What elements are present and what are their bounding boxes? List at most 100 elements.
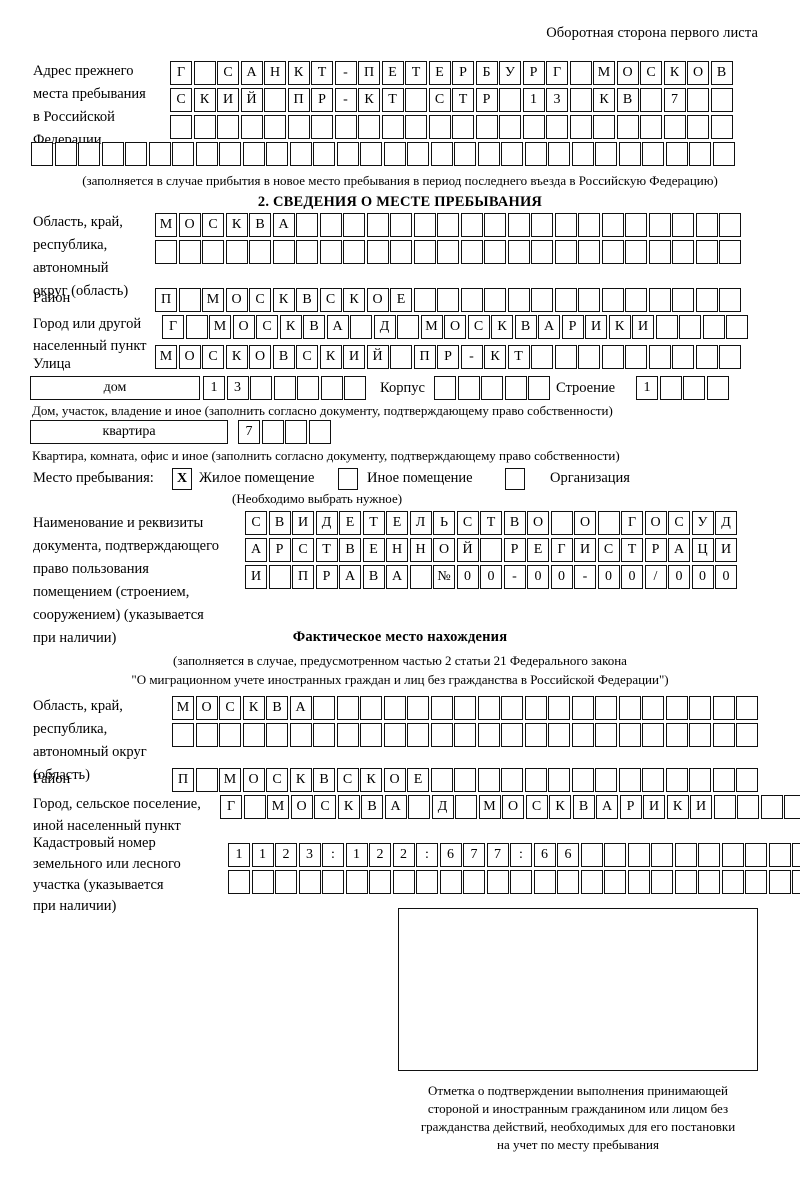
grid-cell[interactable]	[689, 723, 711, 747]
grid-cell[interactable]	[578, 345, 600, 369]
grid-cell[interactable]	[554, 240, 577, 264]
grid-cell[interactable]	[601, 240, 624, 264]
grid-cell[interactable]	[413, 213, 436, 237]
grid-cell[interactable]	[593, 115, 615, 139]
grid-cell[interactable]	[689, 768, 711, 792]
grid-cell[interactable]	[477, 723, 500, 747]
grid-cell[interactable]: :	[416, 843, 438, 867]
grid-cell[interactable]: Р	[522, 61, 545, 85]
grid-cell[interactable]	[193, 115, 216, 139]
grid-cell[interactable]	[455, 795, 477, 819]
grid-cell[interactable]	[595, 696, 617, 720]
grid-cell[interactable]	[78, 142, 100, 166]
grid-cell[interactable]	[366, 213, 389, 237]
grid-cell[interactable]	[719, 213, 741, 237]
grid-cell[interactable]	[195, 142, 218, 166]
grid-cell[interactable]	[569, 88, 592, 112]
grid-cell[interactable]	[695, 288, 718, 312]
grid-cell[interactable]: Г	[162, 315, 184, 339]
grid-cell[interactable]: М	[593, 61, 615, 85]
grid-cell[interactable]: У	[691, 511, 714, 535]
grid-cell[interactable]	[454, 723, 476, 747]
grid-cell[interactable]	[569, 115, 592, 139]
grid-cell[interactable]: Т	[480, 511, 502, 535]
grid-cell[interactable]	[457, 376, 480, 400]
grid-cell[interactable]	[430, 696, 453, 720]
grid-cell[interactable]	[170, 115, 192, 139]
grid-cell[interactable]	[416, 870, 438, 894]
grid-cell[interactable]: Е	[407, 768, 429, 792]
grid-cell[interactable]	[499, 115, 521, 139]
grid-cell[interactable]: Р	[503, 538, 526, 562]
grid-cell[interactable]: В	[503, 511, 526, 535]
grid-cell[interactable]	[242, 723, 265, 747]
grid-cell[interactable]	[651, 843, 673, 867]
grid-cell[interactable]	[604, 870, 626, 894]
grid-cell[interactable]	[499, 88, 521, 112]
grid-cell[interactable]: П	[172, 768, 194, 792]
grid-cell[interactable]: Р	[268, 538, 291, 562]
grid-cell[interactable]: М	[209, 315, 231, 339]
grid-cell[interactable]: П	[413, 345, 436, 369]
grid-cell[interactable]	[737, 795, 759, 819]
grid-cell[interactable]	[625, 213, 647, 237]
grid-cell[interactable]	[595, 723, 617, 747]
grid-cell[interactable]: В	[266, 696, 288, 720]
grid-cell[interactable]	[155, 240, 177, 264]
grid-cell[interactable]: Р	[644, 538, 667, 562]
grid-cell[interactable]: Р	[619, 795, 642, 819]
grid-cell[interactable]	[548, 723, 570, 747]
grid-cell[interactable]	[501, 723, 523, 747]
grid-cell[interactable]	[706, 376, 729, 400]
grid-cell[interactable]: Л	[409, 511, 432, 535]
grid-cell[interactable]: Р	[437, 345, 459, 369]
grid-cell[interactable]: Д	[373, 315, 396, 339]
actual-region-grid-row-2[interactable]	[172, 723, 758, 747]
grid-cell[interactable]	[510, 870, 532, 894]
grid-cell[interactable]	[319, 213, 342, 237]
grid-cell[interactable]	[712, 723, 735, 747]
grid-cell[interactable]	[736, 696, 758, 720]
grid-cell[interactable]: К	[319, 345, 342, 369]
grid-cell[interactable]: О	[616, 61, 639, 85]
grid-cell[interactable]: Р	[475, 88, 498, 112]
grid-cell[interactable]: О	[225, 288, 248, 312]
checkbox-zhiloe-pomeshchenie[interactable]: X	[172, 468, 192, 490]
grid-cell[interactable]	[719, 345, 741, 369]
grid-cell[interactable]	[689, 696, 711, 720]
grid-cell[interactable]: К	[593, 88, 615, 112]
grid-cell[interactable]: Н	[264, 61, 286, 85]
grid-cell[interactable]: И	[715, 538, 737, 562]
grid-cell[interactable]	[320, 376, 343, 400]
cadastral-grid-row-2[interactable]	[228, 870, 800, 894]
grid-cell[interactable]	[397, 315, 419, 339]
grid-cell[interactable]: Г	[546, 61, 568, 85]
grid-cell[interactable]: О	[195, 696, 218, 720]
grid-cell[interactable]: 0	[550, 565, 573, 589]
grid-cell[interactable]	[672, 240, 694, 264]
grid-cell[interactable]	[672, 288, 694, 312]
grid-cell[interactable]: К	[343, 288, 365, 312]
grid-cell[interactable]	[712, 142, 735, 166]
grid-cell[interactable]	[408, 795, 430, 819]
grid-cell[interactable]: В	[514, 315, 537, 339]
grid-cell[interactable]: К	[279, 315, 302, 339]
grid-cell[interactable]	[242, 142, 265, 166]
grid-cell[interactable]: 2	[275, 843, 297, 867]
grid-cell[interactable]: Т	[452, 88, 474, 112]
grid-cell[interactable]	[360, 142, 382, 166]
grid-cell[interactable]	[360, 696, 382, 720]
grid-cell[interactable]	[554, 213, 577, 237]
grid-cell[interactable]	[768, 870, 791, 894]
grid-cell[interactable]	[745, 843, 767, 867]
grid-cell[interactable]: К	[491, 315, 513, 339]
grid-cell[interactable]: В	[572, 795, 595, 819]
grid-cell[interactable]	[430, 723, 453, 747]
grid-cell[interactable]: А	[538, 315, 560, 339]
grid-cell[interactable]	[240, 115, 263, 139]
grid-cell[interactable]	[454, 142, 476, 166]
grid-cell[interactable]: И	[292, 511, 314, 535]
